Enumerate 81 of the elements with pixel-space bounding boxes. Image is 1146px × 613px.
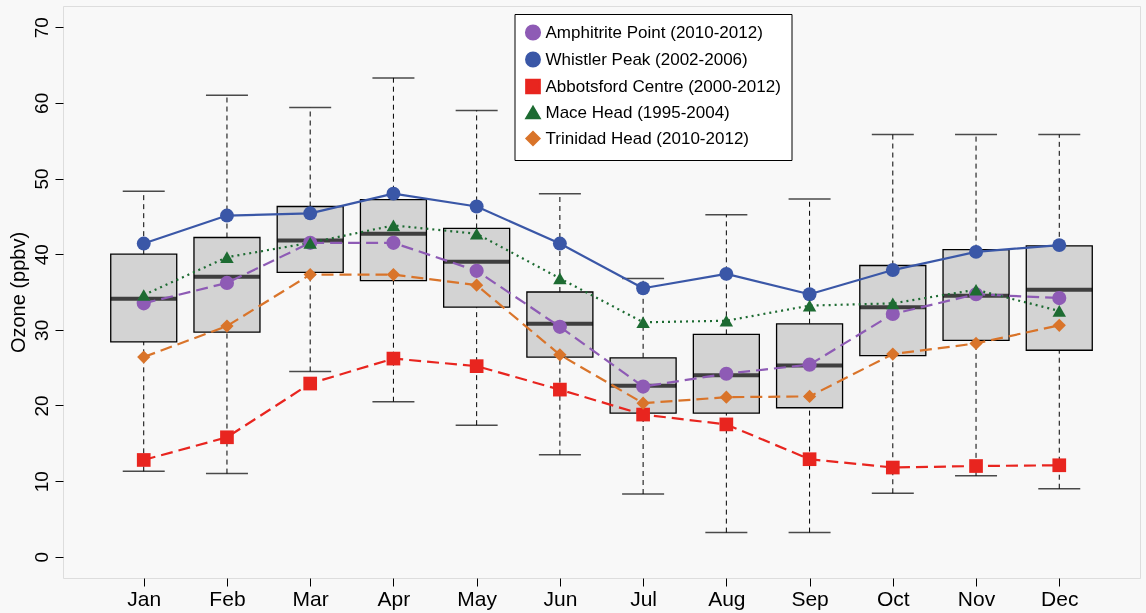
point — [386, 351, 401, 366]
point — [553, 382, 567, 397]
point — [969, 336, 983, 351]
point — [719, 366, 734, 381]
point — [469, 359, 484, 373]
point — [386, 235, 401, 250]
point — [885, 263, 900, 277]
legend-label: Abbotsford Centre (2000-2012) — [545, 76, 781, 96]
point — [969, 244, 983, 259]
y-axis-title: Ozone (ppbv) — [6, 231, 29, 354]
point — [553, 272, 567, 285]
point — [303, 376, 318, 391]
point — [137, 350, 151, 364]
x-tick-label: Nov — [957, 586, 996, 610]
point — [719, 417, 734, 432]
point — [469, 263, 484, 278]
point — [137, 289, 151, 301]
point — [469, 199, 484, 214]
point — [552, 319, 567, 334]
y-tick-label: 10 — [30, 471, 52, 493]
point — [1052, 291, 1067, 306]
point — [303, 206, 318, 221]
point — [885, 460, 900, 475]
point — [886, 347, 900, 361]
legend-label: Trinidad Head (2010-2012) — [545, 128, 749, 148]
point — [1052, 318, 1066, 332]
point — [719, 314, 734, 327]
point — [802, 389, 817, 404]
x-tick-label: Mar — [292, 586, 329, 610]
point — [719, 390, 733, 404]
point — [469, 227, 484, 240]
point — [303, 267, 317, 282]
x-tick-label: Oct — [876, 586, 910, 610]
x-tick-label: Dec — [1041, 586, 1079, 610]
point — [1052, 305, 1066, 317]
y-tick-label: 50 — [30, 168, 52, 190]
point — [136, 453, 151, 467]
point — [220, 430, 234, 445]
point — [386, 186, 401, 201]
y-tick-label: 20 — [30, 395, 52, 417]
point — [802, 287, 817, 302]
point — [386, 219, 401, 232]
x-tick-label: Jul — [630, 586, 658, 610]
point — [552, 236, 567, 251]
point — [636, 396, 650, 410]
point — [220, 208, 234, 223]
point — [969, 459, 983, 473]
y-tick-label: 30 — [30, 319, 52, 341]
point — [386, 267, 401, 282]
point — [136, 236, 151, 251]
x-tick-label: Jun — [543, 586, 578, 610]
x-tick-label: Jan — [127, 586, 162, 610]
y-tick-label: 40 — [30, 244, 52, 266]
point — [636, 407, 650, 422]
point — [886, 297, 900, 310]
point — [802, 357, 817, 372]
point — [969, 283, 983, 296]
x-tick-label: May — [457, 586, 498, 610]
point — [220, 251, 234, 264]
point — [470, 278, 484, 292]
y-tick-label: 60 — [30, 92, 52, 114]
legend-label: Whistler Peak (2002-2006) — [545, 49, 748, 69]
x-tick-label: Feb — [209, 586, 246, 610]
point — [220, 319, 234, 333]
point — [802, 452, 817, 467]
legend-label: Amphitrite Point (2010-2012) — [545, 22, 763, 42]
point — [553, 348, 567, 362]
x-tick-label: Apr — [377, 586, 411, 610]
point — [802, 299, 817, 312]
x-tick-label: Aug — [708, 586, 746, 610]
point — [636, 379, 651, 394]
point — [1052, 458, 1067, 473]
point — [636, 316, 650, 329]
point — [1052, 238, 1067, 253]
y-tick-label: 0 — [30, 552, 52, 563]
point — [719, 266, 734, 281]
point — [636, 281, 651, 296]
x-tick-label: Sep — [791, 586, 829, 610]
legend-label: Mace Head (1995-2004) — [545, 102, 730, 122]
point — [219, 275, 235, 290]
y-tick-label: 70 — [30, 17, 52, 39]
